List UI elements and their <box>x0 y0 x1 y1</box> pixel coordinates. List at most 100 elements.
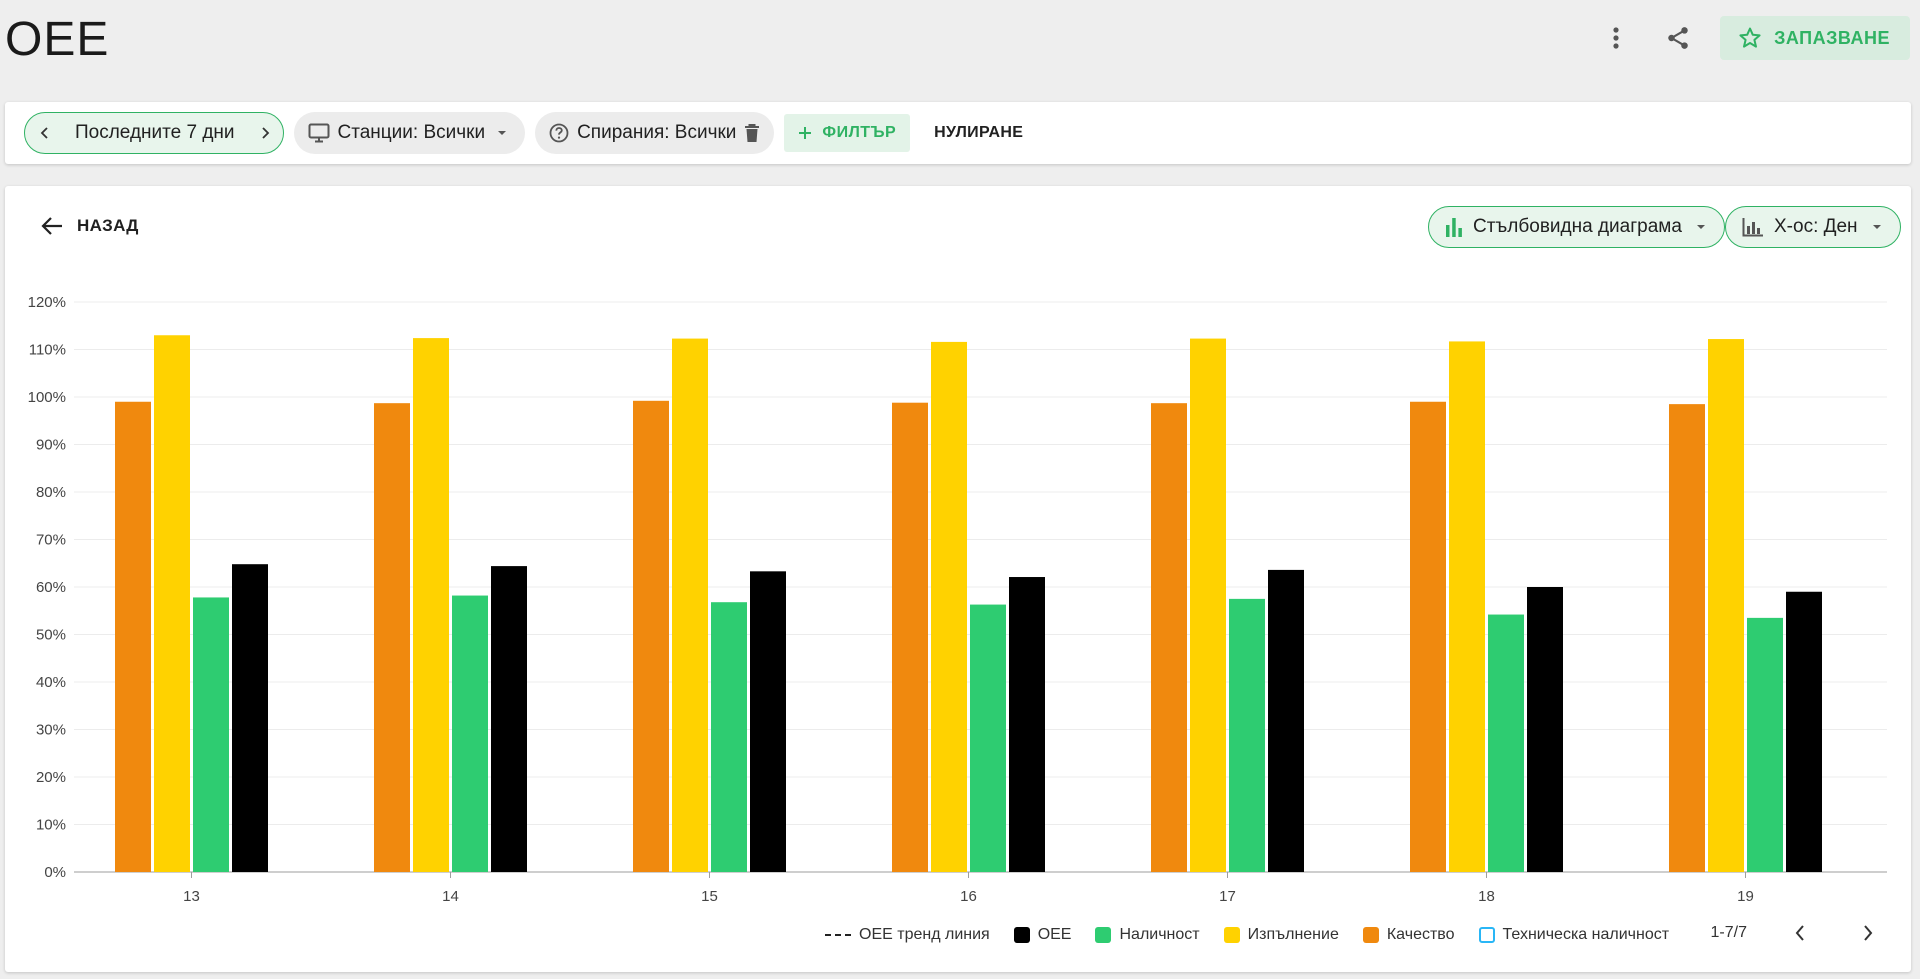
bar <box>931 341 967 872</box>
arrow-left-icon <box>41 217 62 235</box>
bar <box>115 401 151 872</box>
y-tick-label: 100% <box>28 389 66 406</box>
trash-icon[interactable] <box>744 123 760 143</box>
date-range-label: Последните 7 дни <box>75 122 235 143</box>
y-tick-label: 90% <box>36 437 66 454</box>
top-actions: ЗАПАЗВАНЕ <box>1596 16 1910 60</box>
save-button[interactable]: ЗАПАЗВАНЕ <box>1720 16 1910 60</box>
legend-label: OEE тренд линия <box>859 926 990 943</box>
reset-button[interactable]: НУЛИРАНЕ <box>934 124 1024 141</box>
legend-dash-swatch <box>825 934 851 936</box>
chart-card: НАЗАД Стълбовидна диаграма X-ос: Ден 0% 1… <box>5 186 1911 972</box>
bar <box>1449 341 1485 872</box>
bar <box>1708 339 1744 872</box>
caret-down-icon <box>1696 225 1705 229</box>
bar <box>711 602 747 872</box>
pagination-label: 1-7/7 <box>1710 924 1747 941</box>
legend-swatch <box>1095 927 1112 943</box>
bar-chart: 0% 10% 20% 30% 40% 50% 60% 70% 80% 90% 100% 110% 120… <box>28 294 1887 905</box>
axis-chart-icon <box>1742 218 1763 237</box>
bar <box>452 595 488 872</box>
legend-item[interactable]: Качество <box>1362 926 1455 944</box>
chart-type-select[interactable]: Стълбовидна диаграма <box>1428 206 1725 248</box>
legend-item[interactable]: Наличност <box>1095 926 1200 944</box>
bar <box>1410 401 1446 872</box>
y-tick-label: 20% <box>36 769 66 786</box>
bar <box>1669 404 1705 872</box>
help-circle-icon <box>549 123 569 143</box>
bar <box>750 571 786 872</box>
legend-item[interactable]: Техническа наличност <box>1478 926 1670 944</box>
bar <box>413 338 449 873</box>
date-range-chip[interactable]: Последните 7 дни <box>24 112 284 154</box>
add-filter-button[interactable]: ФИЛТЪР <box>784 114 911 152</box>
x-tick-label: 14 <box>442 888 459 905</box>
x-tick-label: 15 <box>701 888 718 905</box>
bar <box>1488 614 1524 872</box>
bar-chart-icon <box>1446 218 1462 237</box>
y-tick-label: 50% <box>36 627 66 644</box>
stations-filter-chip[interactable]: Станции: Всички <box>293 112 526 154</box>
caret-down-icon <box>498 131 507 135</box>
plus-icon <box>799 127 812 139</box>
bar <box>892 402 928 872</box>
stops-filter-chip[interactable]: Спирания: Всички <box>535 112 775 154</box>
y-tick-label: 80% <box>36 484 66 501</box>
x-tick-label: 17 <box>1219 888 1236 905</box>
x-tick-label: 19 <box>1737 888 1754 905</box>
legend-swatch <box>1013 927 1030 943</box>
bar <box>1747 617 1783 872</box>
save-button-label: ЗАПАЗВАНЕ <box>1774 27 1890 48</box>
chart-legend: OEE тренд линия OEE Наличност Изпълнение Кач… <box>825 926 1669 944</box>
y-tick-label: 10% <box>36 817 66 834</box>
add-filter-label: ФИЛТЪР <box>822 124 897 141</box>
bar <box>1151 403 1187 872</box>
legend-label: Изпълнение <box>1247 926 1339 943</box>
chart-type-label: Стълбовидна диаграма <box>1473 216 1682 237</box>
bar <box>1268 569 1304 872</box>
legend-item[interactable]: OEE <box>1013 926 1072 944</box>
chevron-right-icon[interactable] <box>1853 918 1883 948</box>
chevron-right-icon[interactable] <box>255 126 275 140</box>
legend-label: Техническа наличност <box>1502 926 1670 943</box>
legend-item[interactable]: OEE тренд линия <box>825 926 990 944</box>
y-tick-label: 70% <box>36 532 66 549</box>
legend-item[interactable]: Изпълнение <box>1223 926 1339 944</box>
y-tick-label: 40% <box>36 674 66 691</box>
x-tick-label: 18 <box>1478 888 1495 905</box>
bar <box>1229 598 1265 872</box>
bar <box>1190 338 1226 872</box>
share-icon[interactable] <box>1658 18 1698 58</box>
star-icon <box>1739 27 1761 48</box>
y-tick-label: 110% <box>29 342 66 359</box>
more-options-icon[interactable] <box>1596 18 1636 58</box>
monitor-icon <box>308 123 330 143</box>
bar <box>970 604 1006 872</box>
y-tick-label: 30% <box>36 722 66 739</box>
back-button-label: НАЗАД <box>77 216 139 235</box>
caret-down-icon <box>1872 225 1881 229</box>
chevron-left-icon[interactable] <box>1785 918 1815 948</box>
legend-label: Наличност <box>1119 926 1200 943</box>
bar <box>1527 587 1563 872</box>
page-title: OEE <box>5 13 110 66</box>
bar <box>232 564 268 872</box>
legend-swatch <box>1223 927 1240 943</box>
y-tick-label: 60% <box>36 579 66 596</box>
x-axis-select[interactable]: X-ос: Ден <box>1725 206 1901 248</box>
bar <box>374 403 410 872</box>
legend-swatch <box>1362 927 1379 943</box>
legend-label: Качество <box>1386 926 1455 943</box>
y-tick-label: 0% <box>44 864 66 881</box>
bar <box>633 400 669 872</box>
legend-label: OEE <box>1037 926 1072 943</box>
stops-filter-label: Спирания: Всички <box>577 122 737 143</box>
filter-bar: Последните 7 дни Станции: Всички Спирани… <box>5 102 1911 164</box>
back-button[interactable]: НАЗАД <box>41 216 139 236</box>
chevron-left-icon[interactable] <box>35 126 55 140</box>
x-tick-label: 13 <box>183 888 200 905</box>
x-tick-label: 16 <box>960 888 977 905</box>
stations-filter-label: Станции: Всички <box>337 122 486 143</box>
bar <box>1009 577 1045 872</box>
bar <box>193 597 229 872</box>
